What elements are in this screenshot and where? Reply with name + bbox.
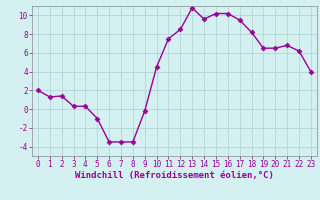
X-axis label: Windchill (Refroidissement éolien,°C): Windchill (Refroidissement éolien,°C) bbox=[75, 171, 274, 180]
